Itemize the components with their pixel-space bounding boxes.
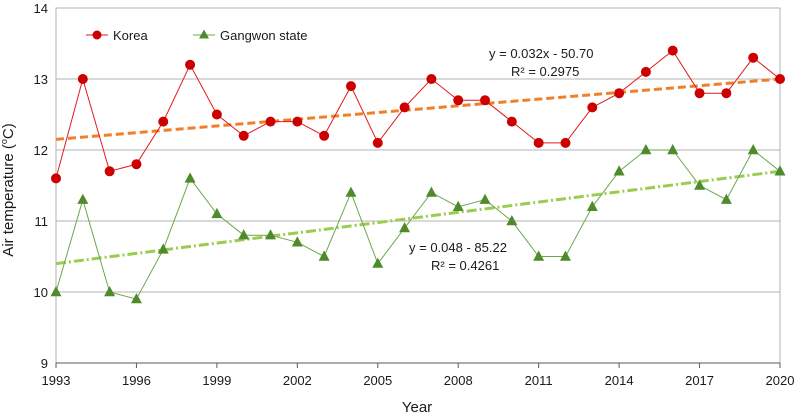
data-point-korea [265,116,276,127]
data-point-gangwon [265,229,277,240]
data-point-korea [51,173,61,184]
data-point-gangwon [747,144,759,155]
data-point-gangwon [104,286,116,297]
data-point-korea [560,137,571,148]
axis-labels: Year Air temperature (oC) [0,123,432,416]
data-point-korea [533,137,544,148]
gangwon-trend-r2: R² = 0.4261 [431,258,499,273]
trendline-korea [55,77,781,141]
data-point-gangwon [640,144,652,155]
data-point-gangwon [774,165,786,176]
y-axis-title-main: Air temperature ( [0,144,17,257]
y-axis-title-end: C) [0,123,17,139]
data-point-gangwon [613,165,625,176]
data-point-gangwon [399,222,411,233]
korea-trend-equation: y = 0.032x - 50.70 [489,46,593,61]
data-point-korea [131,159,142,170]
data-point-korea [158,116,169,127]
x-tick-label: 2005 [363,373,392,388]
x-tick-label: 2020 [766,373,795,388]
data-point-korea [104,166,115,177]
data-point-gangwon [50,286,62,297]
y-tick-label: 11 [35,214,49,229]
x-tick-label: 1999 [202,373,231,388]
data-point-gangwon [318,250,330,261]
x-tick-label: 2011 [525,373,553,388]
legend-gangwon-label: Gangwon state [220,28,307,43]
data-point-gangwon [345,186,357,197]
data-point-gangwon [130,293,142,304]
x-tick-label: 2008 [444,373,473,388]
x-tick-label: 1996 [122,373,151,388]
y-tick-label: 12 [34,143,48,158]
y-tick-label: 13 [34,72,48,87]
data-point-korea [453,95,464,106]
x-tick-label: 2002 [283,373,312,388]
data-point-korea [721,88,732,99]
data-point-korea [667,45,678,56]
data-point-korea [694,88,705,99]
trendline-gangwon [55,169,781,266]
data-point-korea [748,52,759,63]
data-point-korea [640,66,651,77]
data-point-korea [426,74,437,84]
y-tick-label: 10 [34,285,48,300]
data-point-korea [345,81,356,92]
annotations: y = 0.032x - 50.70 R² = 0.2975 y = 0.048… [409,46,593,273]
y-tick-label: 14 [34,1,48,16]
data-point-gangwon [479,193,491,204]
y-tick-label: 9 [41,356,48,371]
data-point-korea [372,137,383,148]
series [50,45,786,304]
data-point-gangwon [506,215,518,226]
data-point-korea [399,102,410,113]
korea-trend-r2: R² = 0.2975 [511,64,579,79]
data-point-gangwon [238,229,250,240]
data-point-gangwon [157,243,169,254]
y-axis-title-sup: o [0,139,9,144]
data-point-gangwon [667,144,679,155]
data-point-gangwon [291,236,303,247]
trendlines [55,77,781,266]
data-point-gangwon [372,257,384,268]
legend-korea-marker [92,30,102,40]
data-point-korea [77,74,88,84]
data-point-korea [185,59,196,70]
data-point-korea [614,88,625,99]
data-point-gangwon [77,193,89,204]
data-point-korea [319,130,330,141]
y-axis-title: Air temperature (oC) [0,123,17,256]
x-tick-label: 2017 [685,373,714,388]
data-point-korea [587,102,598,113]
data-point-korea [506,116,517,127]
data-point-korea [292,116,303,127]
data-point-gangwon [452,200,464,211]
data-point-gangwon [586,200,598,211]
data-point-korea [480,95,491,106]
data-point-gangwon [559,250,571,261]
data-point-korea [238,130,249,141]
legend: Korea Gangwon state [86,28,307,43]
gangwon-trend-equation: y = 0.048 - 85.22 [409,240,507,255]
series-line-korea [55,49,781,179]
data-point-gangwon [425,186,437,197]
legend-gangwon-marker [199,29,209,39]
x-tick-label: 1993 [42,373,71,388]
x-axis-title: Year [402,399,432,416]
axes: 9 10 11 12 13 14 1993 1996 1999 2002 2005 2008 2011 2… [34,1,795,388]
data-point-gangwon [211,207,223,219]
data-point-gangwon [533,250,545,261]
data-point-gangwon [720,193,732,204]
data-point-korea [775,74,785,84]
data-point-gangwon [184,172,196,183]
x-tick-label: 2014 [605,373,634,388]
data-point-korea [211,109,222,120]
legend-korea-label: Korea [113,28,148,43]
data-point-gangwon [694,179,706,190]
series-line-gangwon [55,149,781,300]
